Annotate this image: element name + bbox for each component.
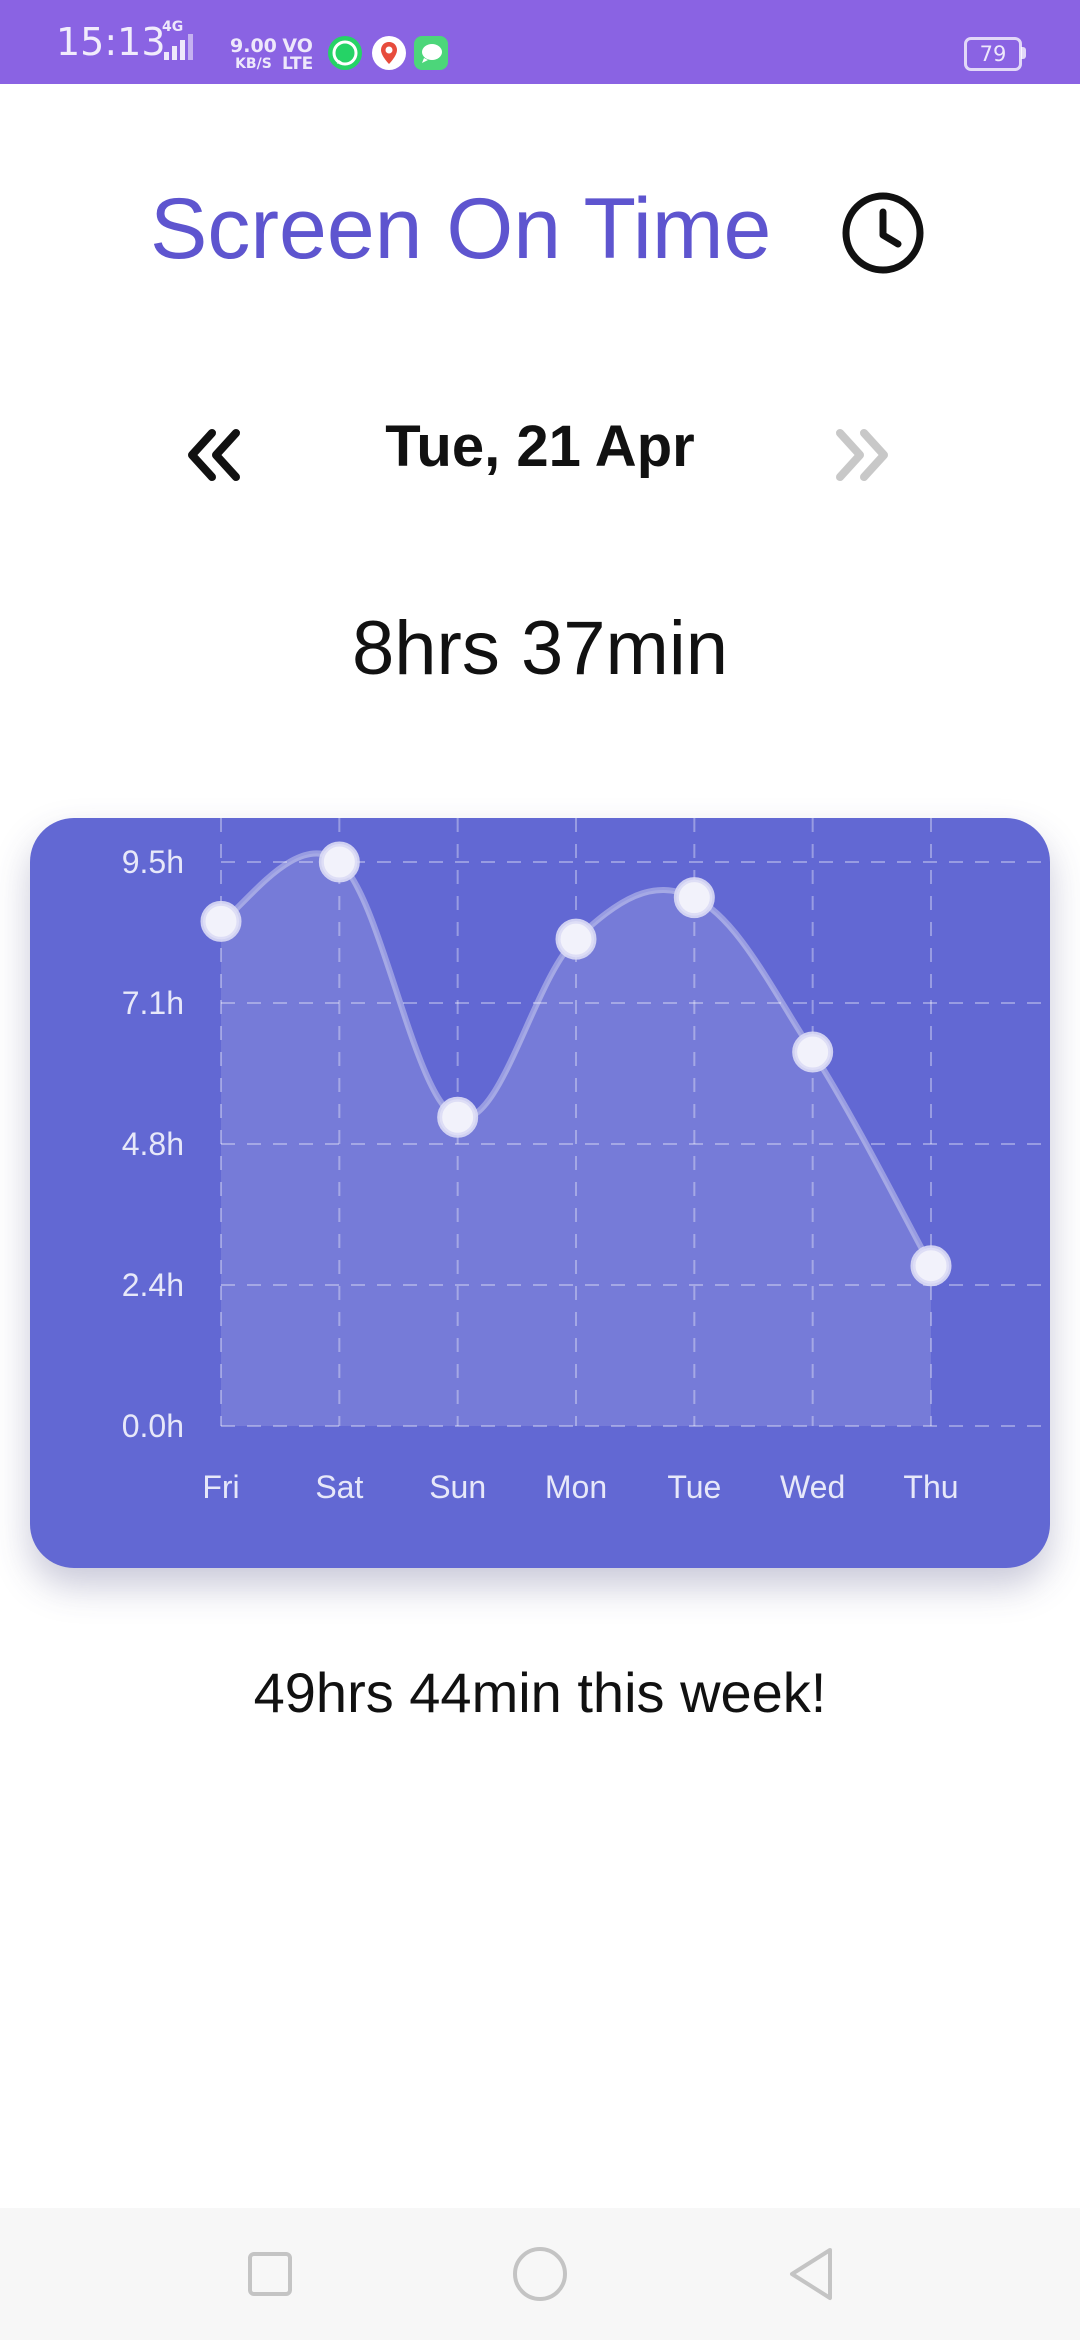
battery-icon: 79 xyxy=(964,37,1022,71)
data-point[interactable] xyxy=(555,918,597,960)
x-tick-label: Sat xyxy=(315,1469,363,1505)
data-point[interactable] xyxy=(673,877,715,919)
x-tick-label: Mon xyxy=(545,1469,607,1505)
home-button[interactable] xyxy=(512,2246,568,2302)
data-point[interactable] xyxy=(200,900,242,942)
data-point[interactable] xyxy=(910,1245,952,1287)
system-nav-bar xyxy=(0,2208,1080,2340)
data-point[interactable] xyxy=(318,841,360,883)
double-chevron-left-icon xyxy=(188,429,240,481)
x-tick-label: Sun xyxy=(429,1469,486,1505)
clock-icon xyxy=(842,192,924,274)
y-tick-label: 4.8h xyxy=(122,1126,184,1162)
chart-area-fill xyxy=(221,853,931,1426)
signal-icon xyxy=(164,34,193,60)
network-speed: 9.00 KB/S xyxy=(230,14,277,74)
x-tick-label: Wed xyxy=(780,1469,845,1505)
x-tick-label: Fri xyxy=(202,1469,239,1505)
chat-app-icon xyxy=(414,36,448,70)
data-point[interactable] xyxy=(437,1096,479,1138)
whatsapp-icon xyxy=(328,36,362,70)
status-time: 15:13 xyxy=(56,20,166,64)
date-navigator: Tue, 21 Apr xyxy=(0,405,1080,495)
data-point[interactable] xyxy=(792,1031,834,1073)
back-button[interactable] xyxy=(786,2246,836,2302)
y-tick-label: 9.5h xyxy=(122,844,184,880)
selected-date: Tue, 21 Apr xyxy=(385,414,695,479)
volte-bottom: LTE xyxy=(282,54,314,74)
previous-day-button[interactable] xyxy=(182,425,252,485)
network-type: 4G xyxy=(162,19,184,35)
weekly-chart: 0.0h 2.4h 4.8h 7.1h 9.5h Fri Sat Sun Mon Tue Wed T… xyxy=(30,818,1050,1568)
speed-value: 9.00 xyxy=(230,35,277,57)
status-bar: 15:13 4G 9.00 KB/S VO LTE 79 xyxy=(0,0,1080,84)
speed-unit: KB/S xyxy=(235,56,272,72)
y-tick-label: 0.0h xyxy=(122,1408,184,1444)
network-indicator: 4G xyxy=(162,14,193,60)
battery-tip xyxy=(1021,47,1026,59)
double-chevron-right-icon xyxy=(836,429,888,481)
page-header: Screen On Time xyxy=(0,180,1080,290)
maps-icon xyxy=(372,36,406,70)
y-tick-label: 7.1h xyxy=(122,985,184,1021)
recents-button[interactable] xyxy=(248,2252,292,2296)
volte-top: VO xyxy=(282,35,313,57)
y-tick-label: 2.4h xyxy=(122,1267,184,1303)
week-total: 49hrs 44min this week! xyxy=(253,1661,827,1724)
x-tick-label: Thu xyxy=(903,1469,958,1505)
chart-svg: 0.0h 2.4h 4.8h 7.1h 9.5h Fri Sat Sun Mon Tue Wed T… xyxy=(122,818,1050,1505)
x-tick-label: Tue xyxy=(667,1469,721,1505)
volte-indicator: VO LTE xyxy=(282,14,313,74)
page-title: Screen On Time xyxy=(150,181,772,277)
next-day-button[interactable] xyxy=(828,425,898,485)
day-total: 8hrs 37min xyxy=(352,606,728,691)
